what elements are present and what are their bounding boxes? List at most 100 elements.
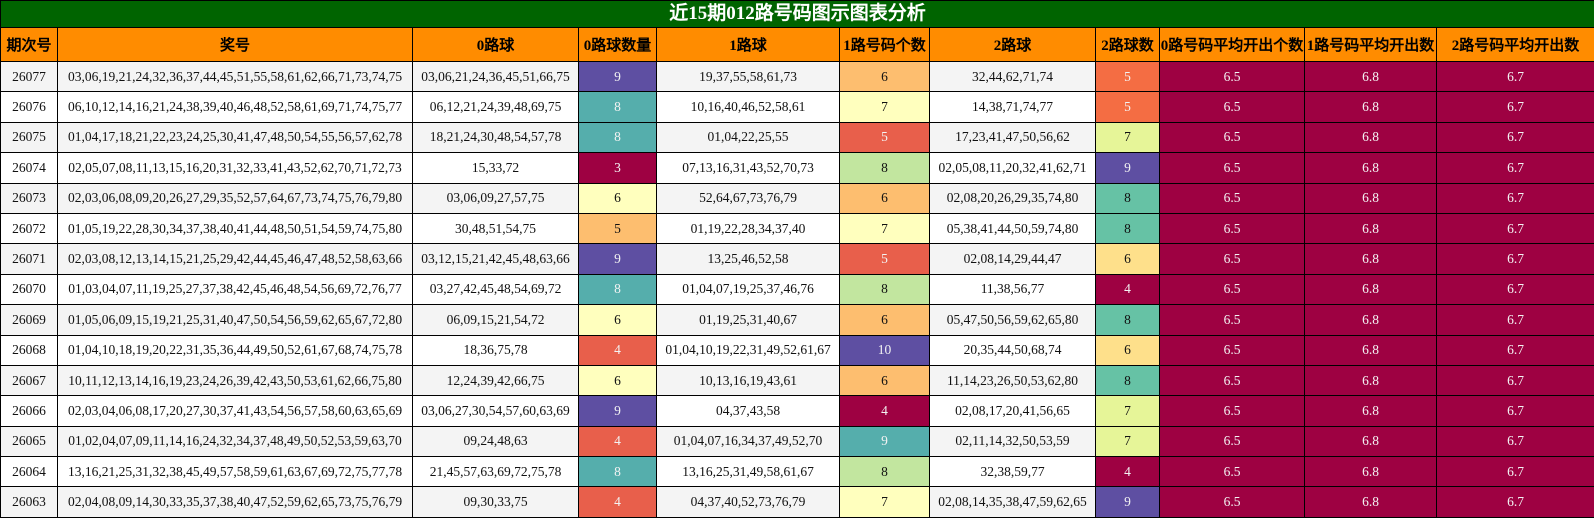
route2-cell: 05,47,50,56,59,62,65,80: [929, 304, 1096, 336]
route1-count-cell: 5: [839, 243, 930, 275]
route2-cell: 02,08,14,35,38,47,59,62,65: [929, 486, 1096, 518]
route1-cell: 01,04,10,19,22,31,49,52,61,67: [656, 334, 840, 366]
route0-count-cell: 9: [578, 395, 657, 427]
numbers-cell: 01,02,04,07,09,11,14,16,24,32,34,37,48,4…: [57, 425, 413, 458]
route1-avg-cell: 6.8: [1304, 243, 1437, 275]
route1-cell: 01,04,07,19,25,37,46,76: [656, 273, 840, 306]
route2-cell: 02,08,14,29,44,47: [929, 243, 1096, 275]
issue-cell: 26069: [0, 304, 58, 336]
table-row: 26072 01,05,19,22,28,30,34,37,38,40,41,4…: [0, 212, 1594, 245]
route0-count-cell: 9: [578, 243, 657, 275]
route1-avg-cell: 6.8: [1304, 60, 1437, 93]
col-header-route0-avg: 0路号码平均开出个数: [1159, 27, 1305, 62]
route0-count-cell: 8: [578, 456, 657, 488]
col-header-route0: 0路球: [412, 27, 579, 62]
issue-cell: 26076: [0, 91, 58, 123]
col-header-issue: 期次号: [0, 27, 58, 62]
issue-cell: 26065: [0, 425, 58, 458]
table-row: 26068 01,04,10,18,19,20,22,31,35,36,44,4…: [0, 334, 1594, 366]
route2-count-cell: 4: [1095, 456, 1160, 488]
issue-cell: 26066: [0, 395, 58, 427]
numbers-cell: 02,03,06,08,09,20,26,27,29,35,52,57,64,6…: [57, 182, 413, 214]
route0-count-cell: 6: [578, 182, 657, 214]
route-analysis-table: 近15期012路号码图示图表分析 期次号 奖号 0路球 0路球数量 1路球 1路…: [0, 0, 1594, 518]
numbers-cell: 13,16,21,25,31,32,38,45,49,57,58,59,61,6…: [57, 456, 413, 488]
route2-avg-cell: 6.7: [1435, 456, 1594, 488]
table-row: 26073 02,03,06,08,09,20,26,27,29,35,52,5…: [0, 182, 1594, 214]
route2-cell: 02,05,08,11,20,32,41,62,71: [929, 152, 1096, 184]
route0-avg-cell: 6.5: [1159, 91, 1305, 123]
numbers-cell: 02,03,08,12,13,14,15,21,25,29,42,44,45,4…: [57, 243, 413, 275]
route0-count-cell: 8: [578, 273, 657, 306]
route0-avg-cell: 6.5: [1159, 60, 1305, 93]
route0-count-cell: 5: [578, 212, 657, 245]
route0-cell: 18,36,75,78: [412, 334, 579, 366]
route2-avg-cell: 6.7: [1435, 425, 1594, 458]
route1-cell: 04,37,43,58: [656, 395, 840, 427]
table-row: 26074 02,05,07,08,11,13,15,16,20,31,32,3…: [0, 152, 1594, 184]
table-row: 26067 10,11,12,13,14,16,19,23,24,26,39,4…: [0, 364, 1594, 397]
route2-cell: 02,08,17,20,41,56,65: [929, 395, 1096, 427]
route2-count-cell: 8: [1095, 182, 1160, 214]
table-row: 26064 13,16,21,25,31,32,38,45,49,57,58,5…: [0, 456, 1594, 488]
numbers-cell: 02,03,04,06,08,17,20,27,30,37,41,43,54,5…: [57, 395, 413, 427]
route2-cell: 11,38,56,77: [929, 273, 1096, 306]
col-header-route0-count: 0路球数量: [578, 27, 657, 62]
route0-avg-cell: 6.5: [1159, 243, 1305, 275]
route0-avg-cell: 6.5: [1159, 182, 1305, 214]
route0-cell: 06,09,15,21,54,72: [412, 304, 579, 336]
route2-avg-cell: 6.7: [1435, 243, 1594, 275]
route0-cell: 03,06,27,30,54,57,60,63,69: [412, 395, 579, 427]
route0-avg-cell: 6.5: [1159, 334, 1305, 366]
route0-cell: 09,30,33,75: [412, 486, 579, 518]
col-header-route1-count: 1路号码个数: [839, 27, 930, 62]
route2-count-cell: 7: [1095, 121, 1160, 154]
route2-count-cell: 8: [1095, 304, 1160, 336]
route1-cell: 10,16,40,46,52,58,61: [656, 91, 840, 123]
route1-count-cell: 6: [839, 182, 930, 214]
route1-avg-cell: 6.8: [1304, 364, 1437, 397]
numbers-cell: 10,11,12,13,14,16,19,23,24,26,39,42,43,5…: [57, 364, 413, 397]
numbers-cell: 06,10,12,14,16,21,24,38,39,40,46,48,52,5…: [57, 91, 413, 123]
table-row: 26077 03,06,19,21,24,32,36,37,44,45,51,5…: [0, 60, 1594, 93]
issue-cell: 26068: [0, 334, 58, 366]
route0-count-cell: 6: [578, 364, 657, 397]
route0-count-cell: 4: [578, 425, 657, 458]
table-row: 26076 06,10,12,14,16,21,24,38,39,40,46,4…: [0, 91, 1594, 123]
issue-cell: 26072: [0, 212, 58, 245]
route1-cell: 10,13,16,19,43,61: [656, 364, 840, 397]
route0-avg-cell: 6.5: [1159, 152, 1305, 184]
route2-count-cell: 5: [1095, 60, 1160, 93]
route0-avg-cell: 6.5: [1159, 273, 1305, 306]
route1-cell: 19,37,55,58,61,73: [656, 60, 840, 93]
route0-avg-cell: 6.5: [1159, 395, 1305, 427]
route1-count-cell: 5: [839, 121, 930, 154]
route1-avg-cell: 6.8: [1304, 273, 1437, 306]
route2-count-cell: 9: [1095, 152, 1160, 184]
route0-cell: 03,27,42,45,48,54,69,72: [412, 273, 579, 306]
route0-cell: 21,45,57,63,69,72,75,78: [412, 456, 579, 488]
route2-avg-cell: 6.7: [1435, 334, 1594, 366]
route0-avg-cell: 6.5: [1159, 456, 1305, 488]
route0-avg-cell: 6.5: [1159, 486, 1305, 518]
route0-cell: 09,24,48,63: [412, 425, 579, 458]
route2-cell: 14,38,71,74,77: [929, 91, 1096, 123]
issue-cell: 26075: [0, 121, 58, 154]
route2-avg-cell: 6.7: [1435, 152, 1594, 184]
route1-count-cell: 6: [839, 364, 930, 397]
issue-cell: 26074: [0, 152, 58, 184]
route2-cell: 05,38,41,44,50,59,74,80: [929, 212, 1096, 245]
route2-cell: 11,14,23,26,50,53,62,80: [929, 364, 1096, 397]
route2-avg-cell: 6.7: [1435, 121, 1594, 154]
issue-cell: 26063: [0, 486, 58, 518]
route1-avg-cell: 6.8: [1304, 425, 1437, 458]
route1-avg-cell: 6.8: [1304, 152, 1437, 184]
col-header-route2: 2路球: [929, 27, 1096, 62]
issue-cell: 26067: [0, 364, 58, 397]
issue-cell: 26073: [0, 182, 58, 214]
route1-count-cell: 8: [839, 152, 930, 184]
route1-cell: 13,25,46,52,58: [656, 243, 840, 275]
route0-cell: 03,12,15,21,42,45,48,63,66: [412, 243, 579, 275]
route2-count-cell: 7: [1095, 425, 1160, 458]
numbers-cell: 01,04,10,18,19,20,22,31,35,36,44,49,50,5…: [57, 334, 413, 366]
